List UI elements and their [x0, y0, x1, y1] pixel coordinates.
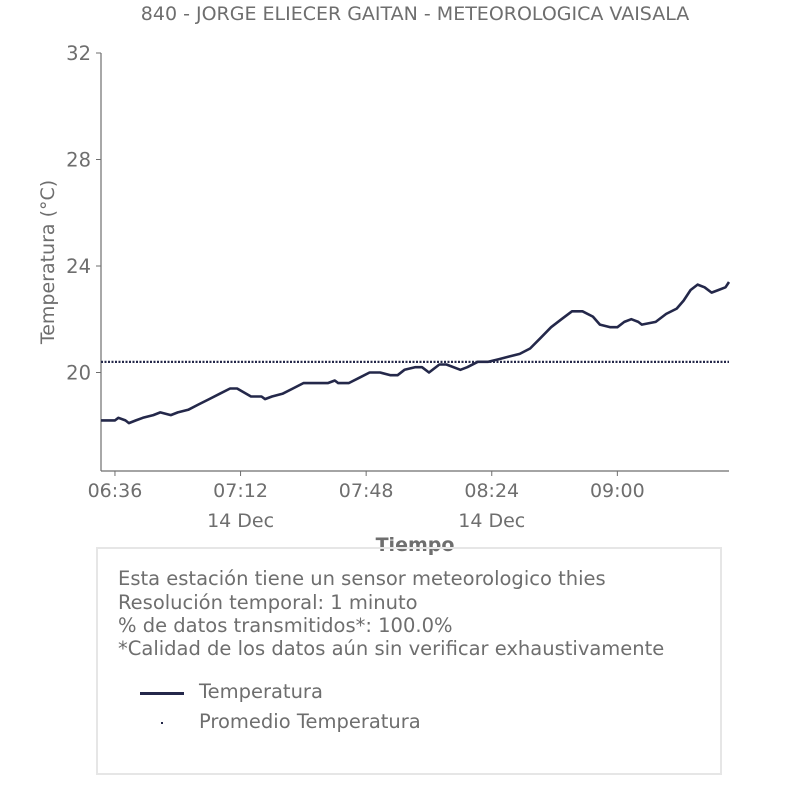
- y-tick-label: 28: [66, 148, 91, 171]
- info-line-station: Esta estación tiene un sensor meteorolog…: [118, 567, 606, 590]
- series-layer: [100, 281, 731, 425]
- chart-title: 840 - JORGE ELIECER GAITAN - METEOROLOGI…: [140, 3, 690, 25]
- x-tick-sublabel: 14 Dec: [458, 510, 525, 532]
- info-line-resolution: Resolución temporal: 1 minuto: [118, 591, 418, 614]
- y-tick-label: 32: [66, 42, 91, 65]
- x-tick-label: 08:24: [464, 480, 519, 502]
- series-line-temperatura: [101, 281, 731, 425]
- x-tick-label: 07:12: [213, 480, 268, 502]
- legend-dot-swatch: [161, 722, 163, 724]
- info-line-quality: *Calidad de los datos aún sin verificar …: [118, 637, 665, 660]
- x-tick-label: 06:36: [88, 480, 143, 502]
- legend-solid-line-swatch: [140, 692, 184, 695]
- x-axis-label: Tiempo: [375, 534, 455, 556]
- axes: [100, 53, 729, 472]
- info-line-percentage: % de datos transmitidos*: 100.0%: [118, 614, 453, 637]
- x-tick-label: 07:48: [339, 480, 394, 502]
- x-tick-label: 09:00: [590, 480, 645, 502]
- y-tick-label: 24: [66, 255, 91, 278]
- y-tick-label: 20: [66, 361, 91, 384]
- y-axis-label: Temperatura (°C): [37, 180, 59, 345]
- legend-label-temperatura: Temperatura: [199, 680, 323, 703]
- info-legend-box: Esta estación tiene un sensor meteorolog…: [96, 547, 722, 775]
- legend-label-promedio: Promedio Temperatura: [199, 710, 421, 733]
- ticks: 20 24 28 32 06:36 07:12 14 Dec 07:48 08:24 14 Dec…: [66, 42, 645, 532]
- x-tick-sublabel: 14 Dec: [207, 510, 274, 532]
